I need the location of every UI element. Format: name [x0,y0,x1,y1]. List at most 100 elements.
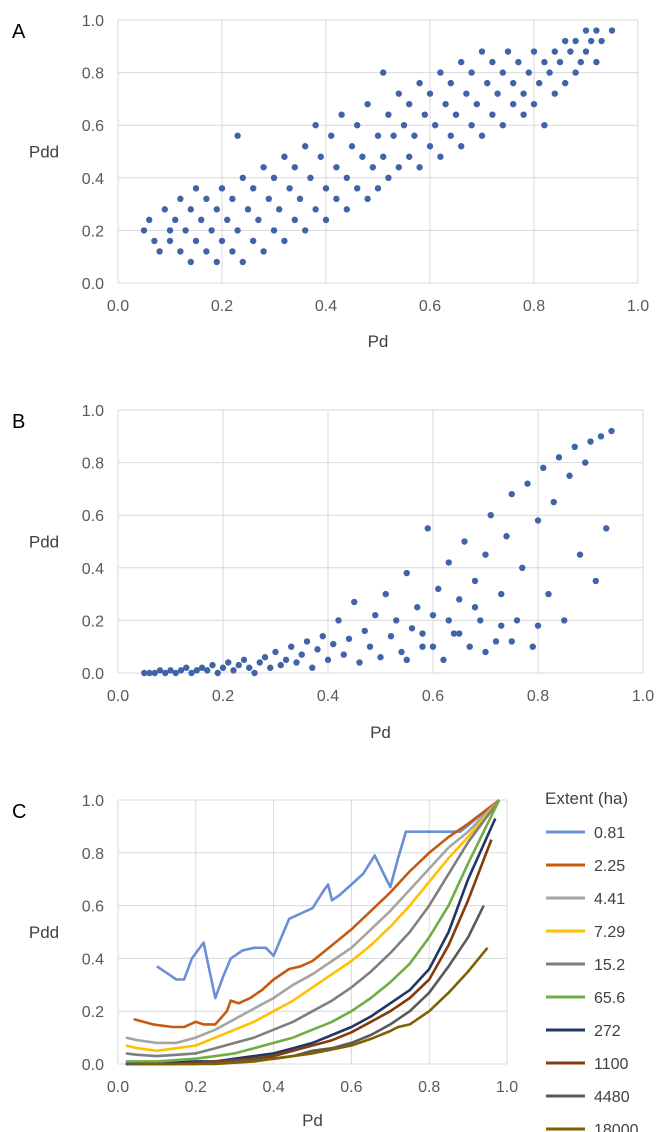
scatter-point [608,27,616,34]
scatter-point [161,206,168,213]
scatter-point [482,551,489,558]
x-tick-label: 0.2 [211,298,233,315]
scatter-point [515,58,522,66]
scatter-point [598,37,605,45]
scatter-point [385,111,392,118]
x-axis-title: Pd [302,1111,323,1130]
scatter-point [503,533,510,540]
scatter-point [387,632,395,640]
scatter-point [296,195,304,203]
chart-panel-a: 0.0 0.2 0.4 0.6 0.8 1.0 0.0 0.2 0.4 0.6 0.8 1.0 Pd Pd… [12,13,649,351]
scatter-point [225,659,232,666]
series-line-65-6 [125,799,501,1063]
scatter-point [582,27,590,34]
scatter-point [540,464,547,472]
scatter-point [508,638,515,645]
scatter-point [487,512,494,519]
scatter-point [183,664,190,671]
scatter-point [582,459,589,466]
scatter-point [203,195,210,203]
scatter-point [351,598,358,606]
scatter-point [510,100,517,108]
y-tick-label: 0.0 [82,276,104,293]
scatter-point [456,630,463,637]
scatter-point [382,590,389,598]
scatter-point [541,122,548,129]
scatter-point [359,153,366,160]
scatter-point [473,100,480,108]
x-tick-label: 1.0 [632,688,654,705]
scatter-point [468,69,475,76]
scatter-point [447,132,454,139]
series-line-0-81 [156,798,501,1000]
scatter-point [424,525,431,532]
y-tick-label: 0.4 [82,171,104,188]
scatter-point [494,90,501,97]
scatter-point [272,648,279,656]
panel-label: C [12,801,26,823]
scatter-point [534,517,542,524]
scatter-point [524,480,531,487]
scatter-point [426,143,434,150]
x-tick-label: 0.8 [418,1079,440,1096]
scatter-point [498,622,505,629]
scatter-point [250,185,257,192]
scatter-point [445,617,452,624]
scatter-point [440,656,447,664]
scatter-point [572,69,579,76]
scatter-point [322,216,330,224]
series-line-7-29 [125,799,501,1053]
scatter-point [265,195,272,203]
scatter-point [312,206,319,213]
scatter-point [380,69,387,76]
scatter-point [156,248,163,255]
scatter-point [456,596,463,603]
scatter-point [478,132,486,139]
scatter-point [166,227,174,234]
scatter-point [239,174,246,181]
scatter-point [298,651,305,658]
scatter-point [435,585,442,593]
x-tick-label: 0.0 [107,1079,129,1096]
scatter-point [567,48,574,55]
y-axis-title: Pdd [29,143,59,162]
scatter-point [395,164,402,171]
panel-label: B [12,411,25,433]
scatter-point [146,669,153,677]
line-series-group [125,798,501,1066]
scatter-point [555,454,563,461]
scatter-point [260,164,267,171]
scatter-point [213,258,220,266]
scatter-point [530,100,538,108]
scatter-point [545,590,552,598]
y-tick-label: 1.0 [82,793,104,810]
scatter-point [172,669,179,677]
x-tick-label: 1.0 [496,1079,518,1096]
y-tick-label: 0.8 [82,456,104,473]
chart-panel-b: 0.0 0.2 0.4 0.6 0.8 1.0 0.0 0.2 0.4 0.6 0.8 1.0 Pd Pd… [12,403,654,742]
scatter-point [374,132,382,139]
scatter-point [416,79,423,87]
scatter-point [250,237,257,245]
y-tick-label: 0.6 [82,899,104,916]
scatter-point [192,185,200,192]
scatter-point [492,638,500,645]
scatter-point [398,648,405,656]
scatter-point [369,164,376,171]
scatter-point [286,185,293,192]
scatter-point [162,669,169,677]
scatter-point [270,227,278,234]
x-tick-label: 0.8 [523,298,545,315]
scatter-point [361,627,368,635]
scatter-point [343,174,350,181]
scatter-point [340,651,347,658]
scatter-point [489,111,496,118]
scatter-point [255,216,262,224]
scatter-point [534,622,542,629]
panel-label: A [12,21,26,43]
scatter-point [156,667,164,674]
scatter-point [324,656,332,664]
scatter-point [333,195,340,203]
scatter-point [556,58,564,66]
scatter-point [333,164,340,171]
